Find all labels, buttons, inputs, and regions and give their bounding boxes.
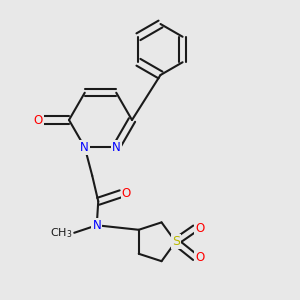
Text: O: O [195, 222, 205, 235]
Text: CH$_3$: CH$_3$ [50, 226, 73, 240]
Text: O: O [122, 187, 131, 200]
Text: S: S [172, 235, 180, 248]
Text: O: O [34, 113, 43, 127]
Text: N: N [112, 141, 121, 154]
Text: O: O [195, 251, 205, 264]
Text: N: N [80, 141, 89, 154]
Text: N: N [92, 219, 101, 232]
